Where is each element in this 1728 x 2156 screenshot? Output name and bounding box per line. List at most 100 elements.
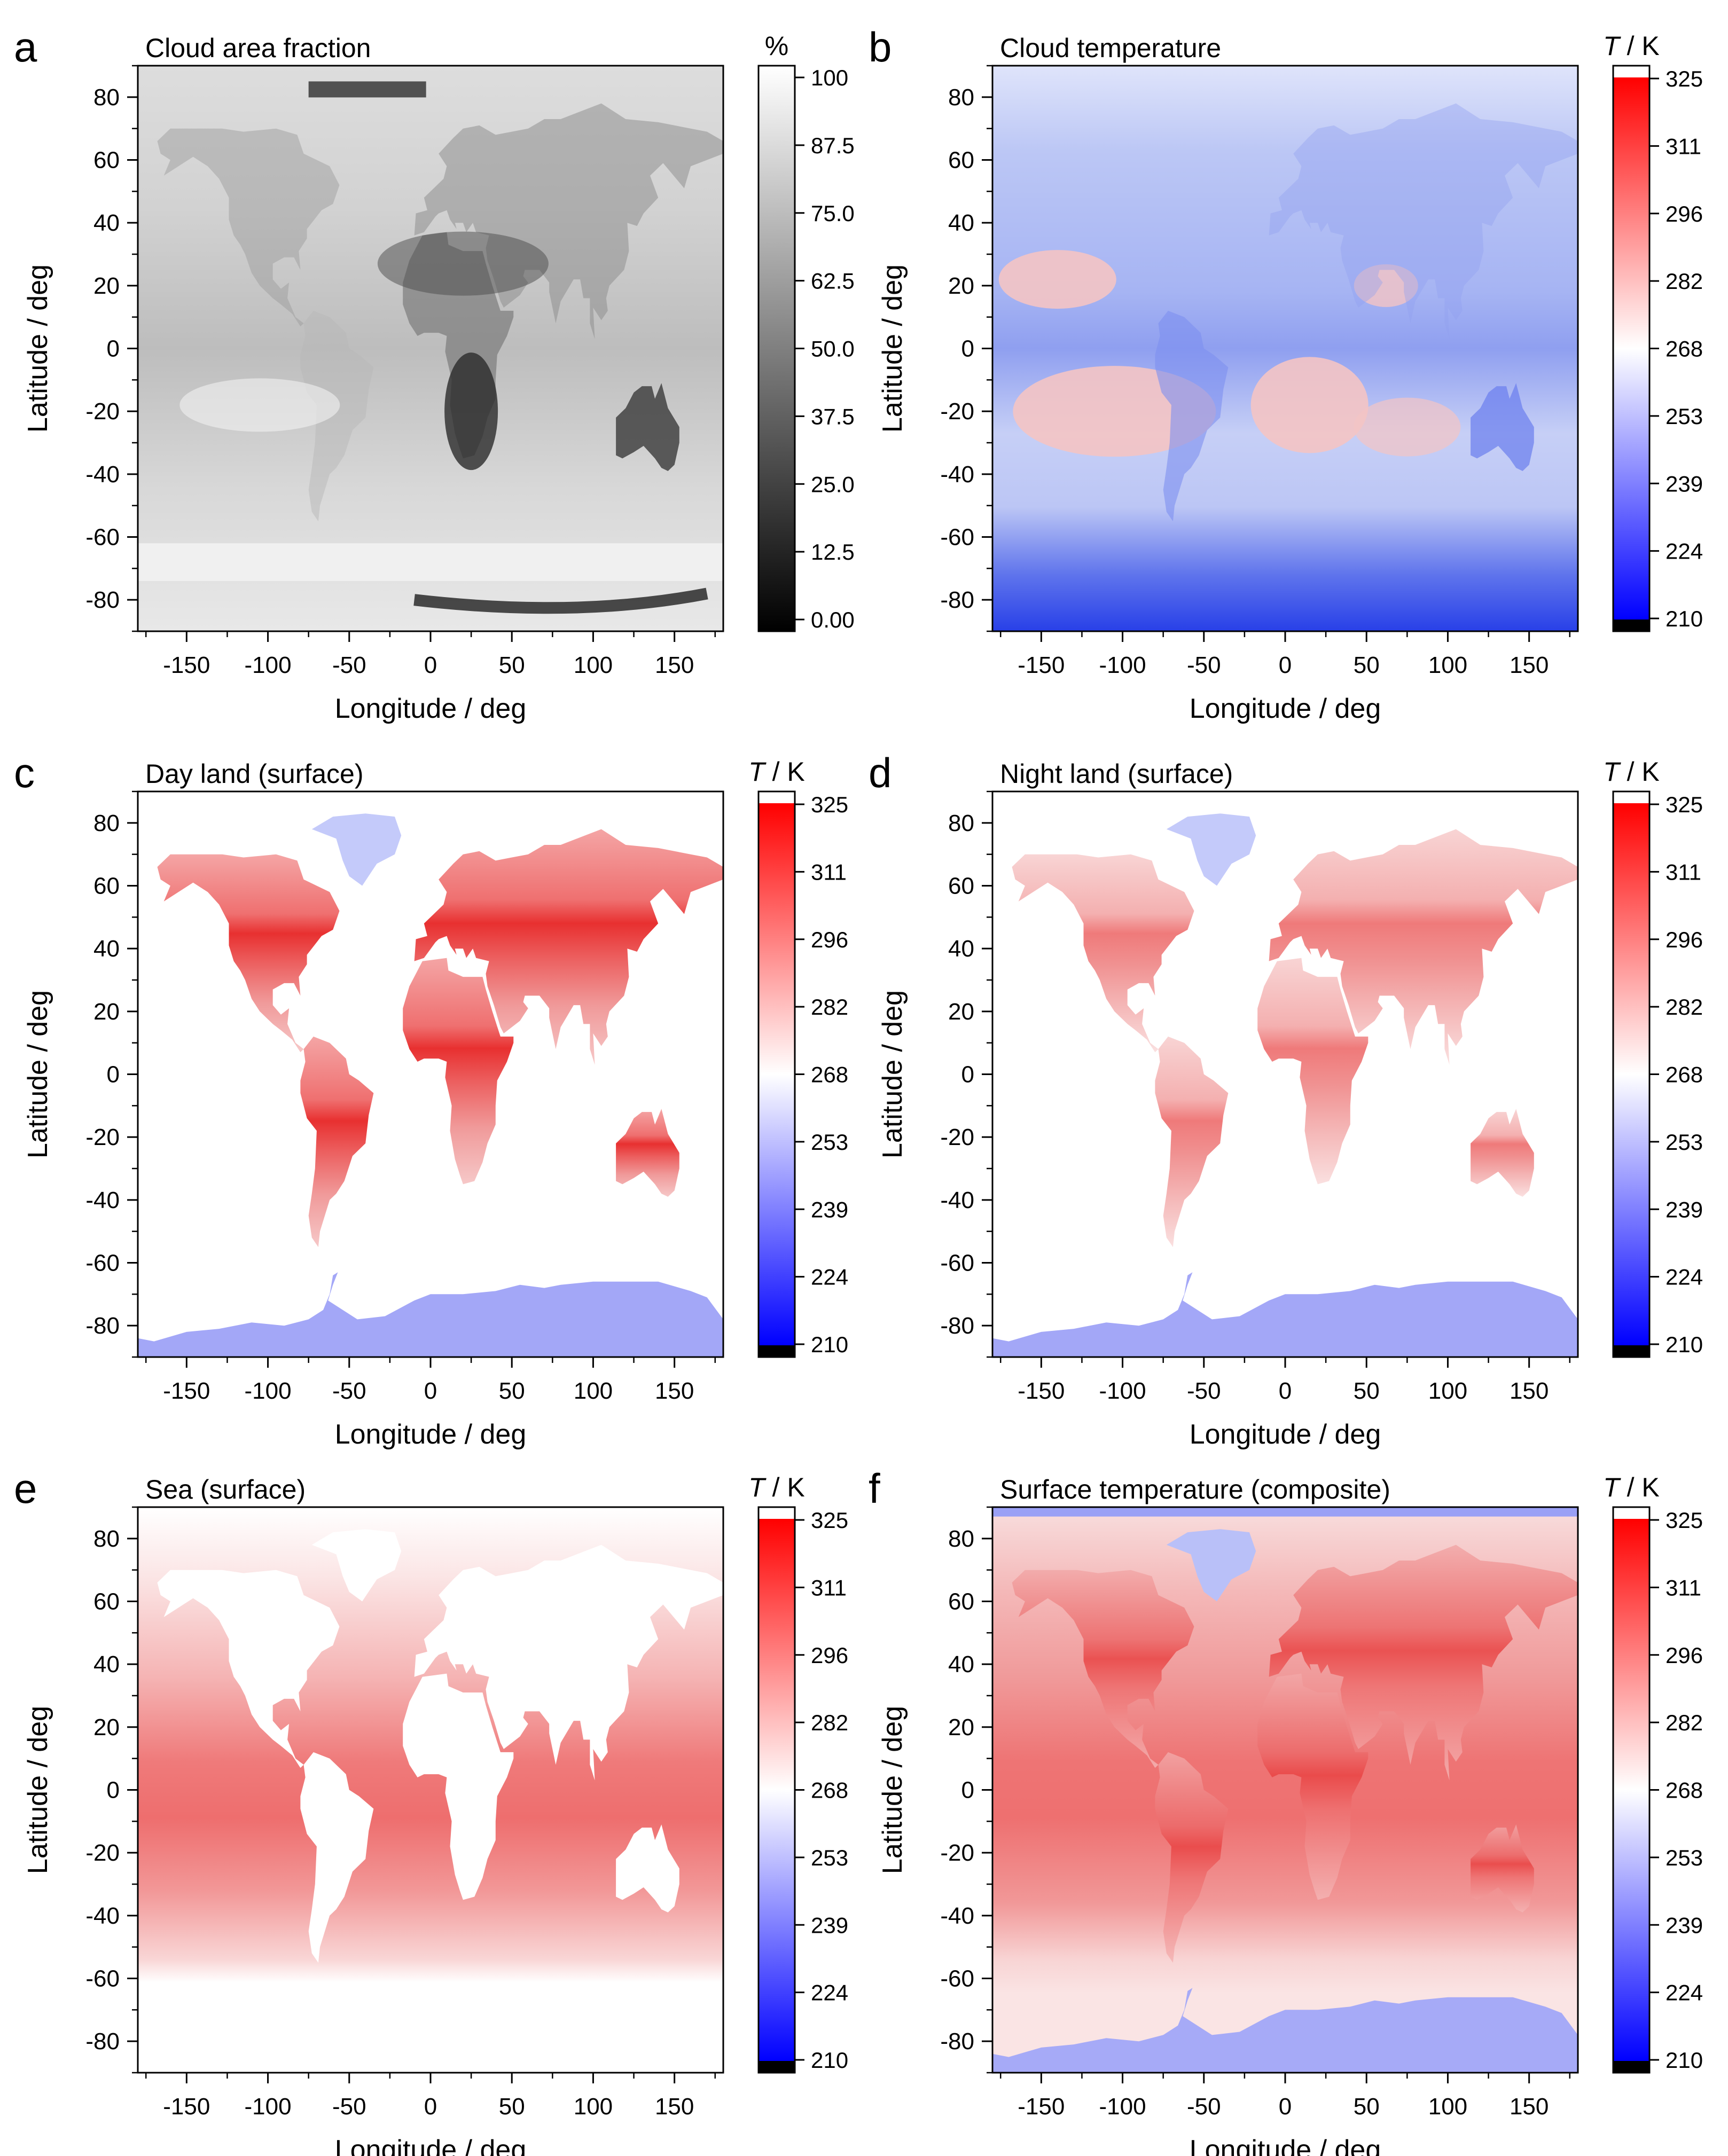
colorbar-tick-label: 253 xyxy=(1666,1130,1703,1155)
x-tick-label: -100 xyxy=(1099,1378,1146,1404)
x-axis-label: Longitude / deg xyxy=(1190,1419,1381,1450)
panel-d: -150 -100 -50 0 50 100 150 80 60 40 20 0 -20 -40 -60 -8… xyxy=(869,749,1703,1450)
colorbar: 325 311 296 282 268 253 239 224 210 T / K xyxy=(748,757,848,1358)
colorbar-tick-label: 268 xyxy=(1666,336,1703,362)
y-tick-label: 40 xyxy=(948,936,974,962)
y-tick-label: -20 xyxy=(940,398,974,425)
y-tick-label: -40 xyxy=(940,461,974,488)
colorbar-tick-label: 282 xyxy=(1666,269,1703,294)
y-tick-label: -60 xyxy=(85,1250,120,1276)
x-tick-label: 0 xyxy=(424,2094,437,2120)
colorbar-tick-label: 50.0 xyxy=(811,336,855,362)
continent-eurasia xyxy=(414,829,723,1065)
colorbar-unit-label: T / K xyxy=(1603,1472,1660,1502)
x-tick-label: 0 xyxy=(1279,1378,1292,1404)
y-tick-label: 60 xyxy=(948,873,974,899)
colorbar-unit-label: T / K xyxy=(748,1472,805,1502)
x-tick-label: 0 xyxy=(1279,652,1292,678)
colorbar-tick-label: 296 xyxy=(811,927,848,952)
colorbar-unit: / K xyxy=(765,1472,805,1502)
continent-northAmerica xyxy=(157,1570,340,1768)
colorbar-tick-label: 239 xyxy=(811,1912,848,1938)
colorbar-tick-label: 268 xyxy=(1666,1062,1703,1087)
panel-f: -150 -100 -50 0 50 100 150 80 60 40 20 0 -20 -40 -60 -8… xyxy=(869,1465,1703,2156)
colorbar-unit-symbol: T xyxy=(748,757,767,787)
continent-eurasia xyxy=(1269,1545,1578,1781)
y-axis-label: Latitude / deg xyxy=(22,990,53,1158)
colorbar-tick-label: 239 xyxy=(1666,471,1703,496)
x-tick-label: 100 xyxy=(574,652,613,678)
panel-letter: d xyxy=(869,749,892,796)
colorbar-tick-label: 282 xyxy=(811,994,848,1020)
x-axis-label: Longitude / deg xyxy=(1190,693,1381,724)
colorbar-tick-label: 311 xyxy=(811,1575,847,1600)
y-tick-label: 0 xyxy=(107,1777,120,1804)
y-tick-label: -60 xyxy=(940,524,974,551)
x-tick-label: 50 xyxy=(499,1378,525,1404)
map-field xyxy=(992,1507,1578,2073)
colorbar-unit: / K xyxy=(765,757,805,787)
x-tick-label: -50 xyxy=(1187,2094,1221,2120)
continent-southAmerica xyxy=(1155,1036,1229,1248)
colorbar-gradient xyxy=(759,1519,795,2061)
y-tick-label: 60 xyxy=(948,1589,974,1615)
colorbar-tick-label: 224 xyxy=(1666,1980,1703,2005)
colorbar-tick-label: 224 xyxy=(811,1265,848,1290)
panel-letter: b xyxy=(869,23,892,70)
colorbar-tick-label: 253 xyxy=(1666,404,1703,429)
continent-australia xyxy=(1471,1109,1534,1197)
colorbar-tick-label: 282 xyxy=(1666,994,1703,1020)
colorbar-tick-label: 0.00 xyxy=(811,607,855,632)
colorbar-unit-label: T / K xyxy=(1603,757,1660,787)
colorbar-tick-label: 253 xyxy=(811,1845,848,1870)
y-tick-label: -80 xyxy=(85,587,120,613)
colorbar-tick-label: 325 xyxy=(1666,66,1703,91)
y-axis-label: Latitude / deg xyxy=(22,1706,53,1874)
panel-e: -150 -100 -50 0 50 100 150 80 60 40 20 0 -20 -40 -60 -8… xyxy=(14,1465,848,2156)
colorbar-under-cap xyxy=(759,1345,795,1357)
x-tick-label: 50 xyxy=(1354,652,1380,678)
continent-northAmerica xyxy=(1012,854,1194,1053)
colorbar-tick-label: 268 xyxy=(1666,1778,1703,1803)
colorbar-tick-label: 325 xyxy=(1666,1508,1703,1533)
continent-greenland xyxy=(1166,1529,1256,1602)
y-axis-label: Latitude / deg xyxy=(877,990,908,1158)
colorbar-tick-label: 210 xyxy=(811,1332,848,1357)
colorbar-under-cap xyxy=(759,2061,795,2073)
continent-africa xyxy=(1257,958,1369,1185)
continent-eurasia xyxy=(414,1545,723,1781)
continent-antarctica xyxy=(992,1272,1578,1357)
y-tick-label: -60 xyxy=(940,1250,974,1276)
y-tick-label: 20 xyxy=(948,273,974,299)
y-tick-label: 60 xyxy=(93,873,120,899)
x-tick-label: 50 xyxy=(1354,2094,1380,2120)
continent-antarctica xyxy=(138,1988,723,2073)
colorbar: 325 311 296 282 268 253 239 224 210 T / K xyxy=(1603,31,1703,632)
x-tick-label: -150 xyxy=(1018,2094,1065,2120)
colorbar-tick-label: 311 xyxy=(811,859,847,884)
colorbar: 325 311 296 282 268 253 239 224 210 T / K xyxy=(748,1472,848,2074)
y-axis-label: Latitude / deg xyxy=(877,264,908,433)
x-tick-label: -150 xyxy=(1018,1378,1065,1404)
y-tick-label: -80 xyxy=(940,1313,974,1339)
panel-letter: f xyxy=(869,1465,880,1512)
colorbar-tick-label: 239 xyxy=(1666,1912,1703,1938)
colorbar-gradient xyxy=(759,803,795,1345)
colorbar-tick-label: 311 xyxy=(1666,859,1701,884)
colorbar-tick-label: 224 xyxy=(1666,539,1703,564)
colorbar-tick-label: 224 xyxy=(1666,1265,1703,1290)
map-field xyxy=(992,791,1578,1357)
colorbar-over-cap xyxy=(1613,791,1649,803)
colorbar-gradient xyxy=(1613,77,1649,620)
y-tick-label: 60 xyxy=(93,1589,120,1615)
panel-title: Surface temperature (composite) xyxy=(1000,1475,1390,1504)
x-tick-label: -100 xyxy=(245,2094,292,2120)
colorbar-tick-label: 87.5 xyxy=(811,133,855,158)
colorbar-under-cap xyxy=(1613,1345,1649,1357)
continent-antarctica xyxy=(992,1988,1578,2073)
x-axis-label: Longitude / deg xyxy=(335,693,527,724)
x-tick-label: -100 xyxy=(245,652,292,678)
y-tick-label: -40 xyxy=(85,1187,120,1213)
colorbar-tick-label: 75.0 xyxy=(811,201,855,226)
colorbar-unit-label: T / K xyxy=(1603,31,1660,61)
